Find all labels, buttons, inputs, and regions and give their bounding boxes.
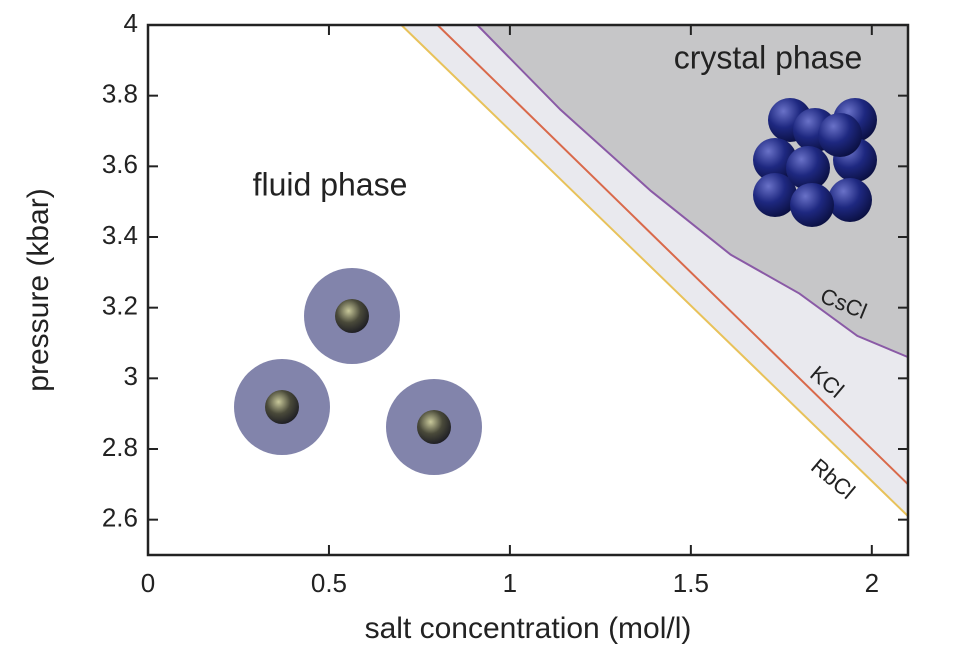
x-tick-label: 1.5 [673, 568, 709, 598]
y-tick-label: 2.6 [102, 503, 138, 533]
y-tick-label: 3.8 [102, 79, 138, 109]
y-tick-label: 3 [124, 361, 138, 391]
x-tick-label: 1 [503, 568, 517, 598]
y-tick-label: 3.6 [102, 149, 138, 179]
annotation: fluid phase [253, 166, 408, 202]
y-tick-label: 3.2 [102, 291, 138, 321]
y-tick-label: 2.8 [102, 432, 138, 462]
y-tick-label: 3.4 [102, 220, 138, 250]
x-axis-label: salt concentration (mol/l) [365, 612, 692, 645]
x-tick-label: 0.5 [311, 568, 347, 598]
y-axis-label: pressure (kbar) [22, 188, 55, 391]
chart: crystal phase fluid phase CsCl KCl RbCl … [0, 0, 976, 651]
fluid-ions [234, 268, 482, 475]
y-tick-label: 4 [124, 8, 138, 38]
x-tick-label: 2 [865, 568, 879, 598]
crystal-cluster [753, 98, 877, 227]
x-tick-label: 0 [141, 568, 155, 598]
annotation: crystal phase [674, 39, 863, 75]
